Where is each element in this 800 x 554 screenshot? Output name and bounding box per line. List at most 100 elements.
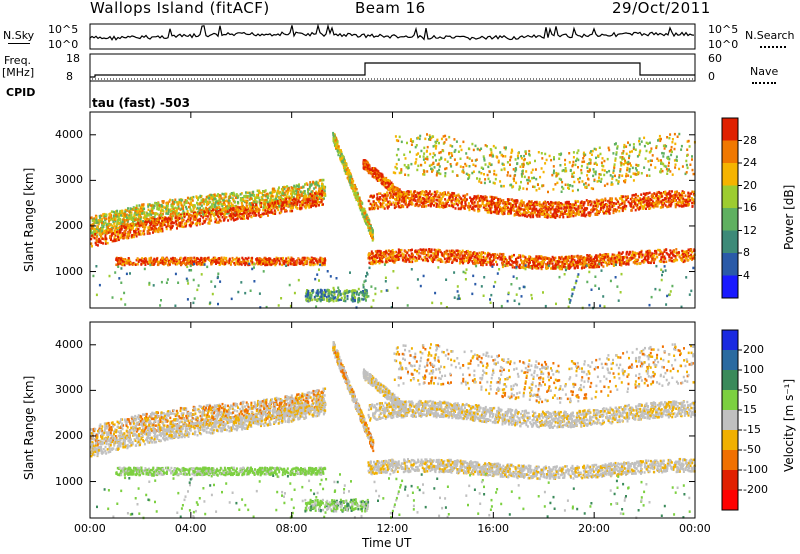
echo-point: [551, 206, 554, 209]
echo-point: [135, 206, 138, 210]
echo-point: [152, 259, 155, 262]
echo-point: [384, 194, 387, 197]
echo-point: [200, 211, 203, 215]
echo-point: [318, 201, 321, 204]
echo-point: [127, 207, 129, 210]
echo-point: [109, 235, 112, 238]
echo-point: [212, 256, 215, 260]
cpid-value: tau (fast) -503: [92, 96, 190, 110]
echo-point: [120, 222, 123, 225]
echo-point: [439, 191, 442, 195]
echo-point: [167, 212, 170, 215]
echo-point: [203, 261, 206, 265]
echo-point: [309, 292, 312, 295]
echo-point: [637, 198, 640, 202]
echo-point: [108, 220, 111, 223]
echo-point: [201, 222, 204, 225]
echo-point: [222, 259, 225, 262]
echo-point: [303, 194, 306, 198]
echo-point: [133, 233, 136, 236]
echo-point: [573, 211, 576, 214]
echo-point: [187, 220, 190, 223]
echo-point: [645, 198, 648, 202]
echo-point: [113, 215, 116, 218]
echo-point: [271, 194, 274, 198]
echo-point: [512, 205, 515, 208]
echo-point: [302, 258, 305, 261]
echo-point: [431, 199, 434, 202]
echo-point: [619, 206, 622, 210]
echo-point: [612, 209, 615, 213]
echo-point: [240, 192, 243, 195]
echo-point: [650, 198, 653, 201]
echo-point: [154, 201, 157, 205]
echo-point: [227, 199, 230, 202]
echo-point: [158, 206, 161, 209]
echo-point: [353, 193, 356, 197]
echo-point: [101, 219, 104, 223]
echo-point: [631, 197, 634, 200]
echo-point: [265, 198, 268, 202]
echo-point: [640, 201, 643, 204]
echo-point: [251, 206, 253, 209]
echo-point: [195, 261, 198, 265]
echo-point: [313, 263, 316, 266]
echo-point: [253, 205, 255, 209]
echo-point: [189, 222, 192, 226]
echo-point: [364, 297, 367, 301]
echo-point: [149, 259, 152, 262]
echo-point: [205, 257, 208, 260]
echo-point: [151, 263, 154, 266]
echo-point: [306, 293, 309, 296]
echo-point: [153, 216, 156, 219]
echo-point: [152, 231, 154, 234]
echo-point: [363, 295, 366, 298]
echo-point: [129, 207, 132, 211]
echo-point: [299, 207, 302, 210]
echo-point: [107, 226, 109, 229]
echo-point: [636, 198, 639, 202]
echo-point: [585, 207, 587, 210]
echo-point: [335, 142, 338, 146]
nsearch-dotted: [760, 46, 786, 48]
echo-point: [107, 218, 110, 222]
echo-point: [343, 168, 346, 172]
echo-point: [271, 198, 274, 202]
echo-point: [358, 204, 361, 208]
echo-point: [214, 210, 217, 213]
echo-point: [117, 232, 120, 235]
echo-point: [307, 257, 310, 260]
echo-point: [367, 229, 370, 232]
echo-point: [210, 211, 213, 215]
echo-point: [295, 260, 298, 263]
echo-point: [295, 197, 298, 200]
echo-point: [398, 198, 401, 202]
echo-point: [140, 222, 143, 225]
nsearch-tick-hi: 10^5: [708, 23, 739, 36]
echo-point: [94, 228, 97, 231]
echo-point: [286, 185, 289, 188]
echo-point: [118, 260, 121, 263]
echo-point: [181, 205, 184, 208]
echo-point: [652, 206, 655, 209]
echo-point: [120, 225, 123, 228]
echo-point: [309, 296, 311, 300]
echo-point: [177, 261, 180, 265]
echo-point: [323, 190, 326, 193]
echo-point: [245, 206, 248, 209]
echo-point: [180, 221, 183, 224]
echo-point: [274, 197, 277, 201]
echo-point: [144, 220, 147, 223]
echo-point: [261, 261, 264, 264]
echo-point: [179, 224, 182, 228]
echo-point: [355, 192, 358, 195]
echo-point: [355, 188, 358, 191]
echo-point: [174, 206, 177, 210]
echo-point: [659, 206, 662, 209]
echo-point: [155, 220, 158, 224]
echo-point: [349, 175, 352, 178]
echo-point: [319, 291, 322, 294]
echo-point: [271, 203, 274, 207]
echo-point: [546, 201, 549, 204]
freq-tick-hi: 18: [66, 52, 80, 65]
